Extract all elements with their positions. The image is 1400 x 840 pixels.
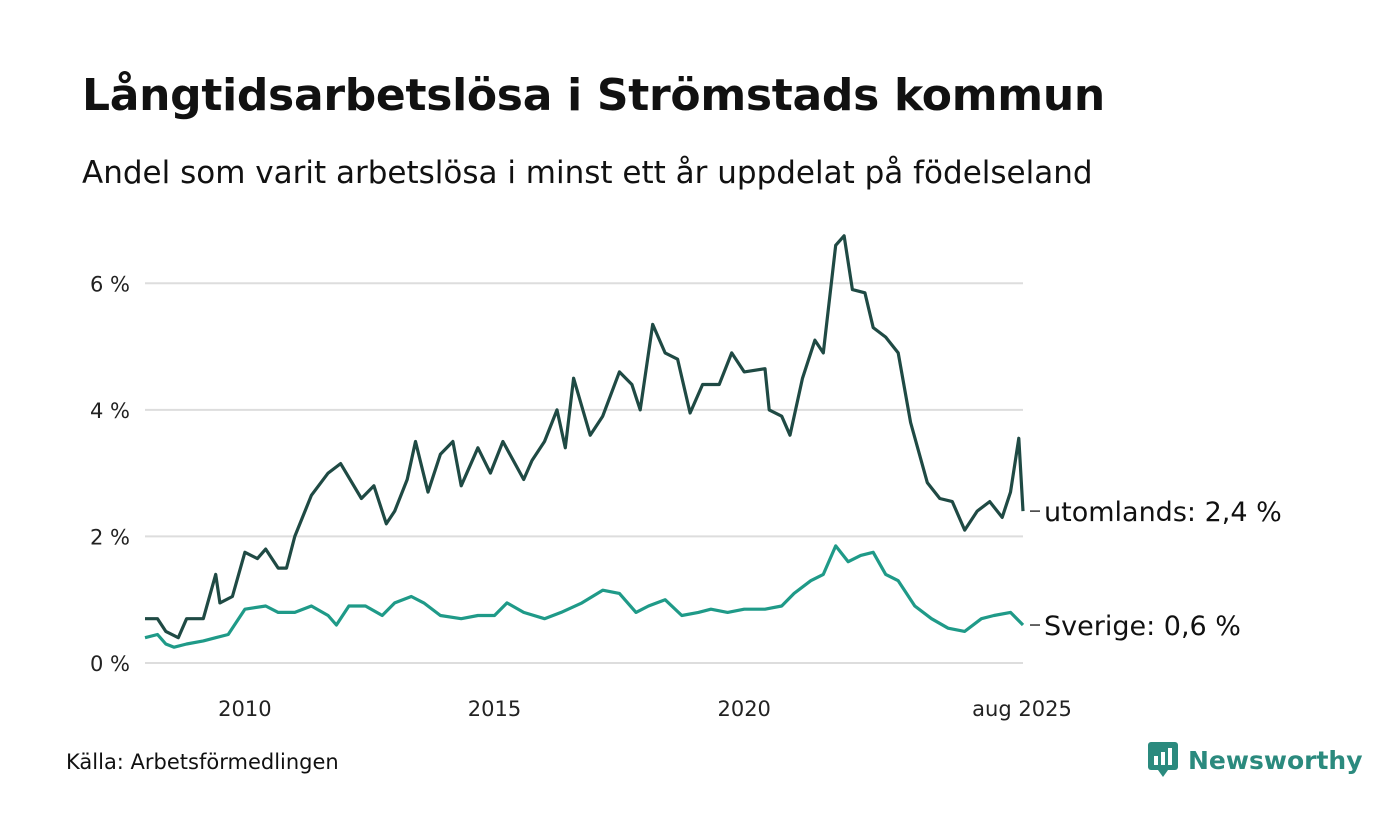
y-axis-ticks: 0 % 2 % 4 % 6 % (90, 272, 130, 676)
end-label-sverige: Sverige: 0,6 % (1044, 611, 1241, 642)
x-tick-label: 2010 (218, 697, 271, 721)
x-tick-label: 2015 (468, 697, 521, 721)
series-line-sverige (144, 544, 1025, 649)
end-label-utomlands: utomlands: 2,4 % (1044, 497, 1282, 528)
brand-logo: Newsworthy (1148, 742, 1363, 778)
x-tick-label: 2020 (717, 697, 770, 721)
gridlines (145, 282, 1023, 664)
source-note: Källa: Arbetsförmedlingen (66, 750, 339, 774)
y-tick-label: 2 % (90, 525, 130, 549)
series-lines (144, 234, 1025, 649)
chart-title: Långtidsarbetslösa i Strömstads kommun (82, 70, 1105, 121)
end-labels: utomlands: 2,4 % Sverige: 0,6 % (1030, 497, 1282, 642)
y-tick-label: 6 % (90, 272, 130, 296)
x-tick-label: aug 2025 (972, 697, 1072, 721)
chart-subtitle: Andel som varit arbetslösa i minst ett å… (82, 155, 1093, 191)
brand-name: Newsworthy (1188, 745, 1363, 775)
x-axis-ticks: 2010 2015 2020 aug 2025 (218, 697, 1072, 721)
y-tick-label: 4 % (90, 399, 130, 423)
series-line-utomlands (145, 234, 1025, 640)
y-tick-label: 0 % (90, 652, 130, 676)
newsworthy-logo-icon (1148, 742, 1178, 777)
